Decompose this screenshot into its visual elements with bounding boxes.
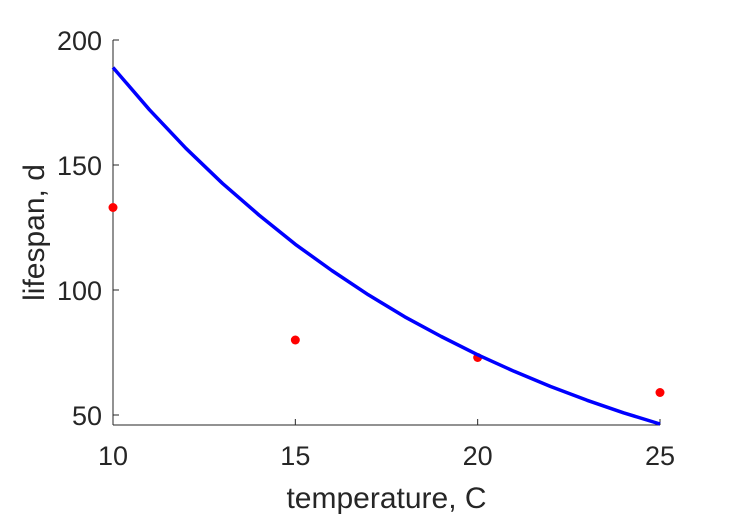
data-point (655, 388, 665, 397)
x-tick-label: 10 (98, 441, 128, 471)
x-axis-label: temperature, C (286, 482, 486, 515)
y-tick-label: 200 (57, 26, 102, 56)
y-tick-label: 100 (57, 276, 102, 306)
fit-curve-line (111, 66, 661, 426)
data-series (108, 66, 665, 426)
y-axis-label: lifespan, d (18, 164, 51, 301)
x-tick-label: 25 (645, 441, 675, 471)
y-tick-label: 50 (72, 401, 102, 431)
data-point (290, 335, 300, 345)
axes (112, 40, 660, 426)
y-tick-label: 150 (57, 151, 102, 181)
data-point (108, 203, 118, 212)
x-tick-label: 20 (463, 441, 493, 471)
x-tick-label: 15 (280, 441, 310, 471)
ticks: 10 15 20 25 50 100 150 200 (57, 26, 675, 471)
